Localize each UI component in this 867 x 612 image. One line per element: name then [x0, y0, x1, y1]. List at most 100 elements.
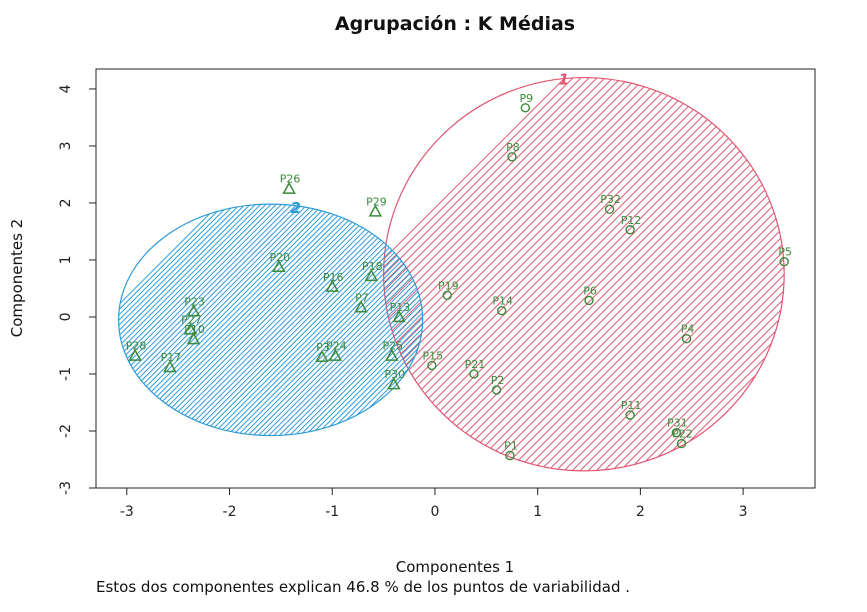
hatch-line: [118, 204, 334, 436]
y-tick-label: -3: [58, 481, 74, 495]
hatch-line: [118, 204, 277, 436]
hatch-line: [383, 77, 763, 471]
hatch-line: [383, 77, 587, 471]
hatch-line: [383, 77, 643, 471]
point-P21: [469, 369, 479, 379]
y-tick-label: 0: [58, 313, 74, 322]
hatch-line: [118, 204, 324, 436]
hatch-line: [118, 204, 282, 436]
hatch-line: [268, 204, 423, 436]
hatch-line: [606, 77, 785, 471]
point-P10: [186, 332, 201, 345]
hatch-line: [799, 73, 867, 476]
point-P2: [491, 385, 502, 395]
point-P19: [442, 290, 452, 301]
hatch-line: [294, 204, 423, 436]
hatch-line: [118, 204, 314, 436]
y-tick-label: 3: [58, 141, 74, 150]
hatch-line: [383, 77, 675, 471]
hatch-line: [118, 204, 298, 436]
hatch-line: [383, 77, 755, 471]
point-P3: [315, 349, 329, 363]
hatch-line: [558, 77, 785, 471]
point-P15: [427, 360, 437, 371]
hatch-line: [383, 77, 771, 471]
hatch-line: [164, 204, 407, 436]
point-label-P17: P17: [161, 351, 182, 364]
point-P22: [676, 438, 687, 449]
hatch-line: [320, 204, 423, 436]
hatch-line: [237, 204, 423, 436]
hatch-line: [180, 204, 423, 436]
hatch-line: [310, 204, 423, 436]
variability-footnote: Estos dos componentes explican 46.8 % de…: [96, 578, 631, 596]
hatch-line: [299, 204, 423, 436]
hatch-line: [118, 204, 350, 436]
point-P1: [505, 450, 515, 461]
hatch-line: [383, 77, 683, 471]
x-tick-label: 2: [636, 504, 645, 520]
point-label-P31: P31: [667, 417, 688, 430]
hatch-line: [782, 77, 785, 471]
hatch-line: [590, 77, 785, 471]
hatch-line: [383, 77, 723, 471]
y-tick-label: -2: [58, 424, 74, 438]
hatch-line: [406, 77, 785, 471]
point-P18: [364, 268, 379, 282]
point-P5: [779, 256, 789, 267]
hatch-line: [614, 77, 785, 471]
hatch-line: [315, 204, 423, 436]
y-tick-label: 4: [58, 84, 74, 93]
hatch-line: [351, 204, 423, 436]
point-P17: [163, 360, 177, 373]
hatch-line: [383, 77, 707, 471]
hatch-line: [478, 77, 785, 471]
hatch-line: [574, 77, 785, 471]
hatch-line: [284, 204, 423, 436]
hatch-line: [118, 204, 225, 436]
hatch-line: [226, 204, 423, 436]
hatch-line: [383, 77, 715, 471]
hatch-line: [446, 77, 785, 471]
hatch-line: [190, 204, 423, 436]
hatch-line: [383, 77, 595, 471]
hatch-line: [383, 77, 627, 471]
point-P11: [625, 410, 635, 420]
point-label-P25: P25: [382, 340, 403, 353]
hatch-line: [169, 204, 412, 436]
point-label-P32: P32: [600, 193, 621, 206]
hatch-line: [383, 77, 731, 471]
point-P7: [354, 300, 368, 313]
hatch-line: [718, 77, 785, 471]
point-P20: [272, 259, 286, 272]
hatch-line: [383, 77, 779, 471]
hatch-line: [398, 77, 785, 471]
point-P23: [186, 304, 201, 317]
hatch-line: [118, 204, 303, 436]
y-axis-title: Componentes 2: [8, 219, 26, 337]
hatch-line: [133, 204, 376, 436]
point-label-P4: P4: [681, 323, 695, 336]
point-P31: [671, 428, 682, 438]
point-label-P6: P6: [583, 284, 597, 297]
x-tick-label: -2: [223, 504, 237, 520]
hatch-line: [462, 77, 785, 471]
hatch-line: [118, 204, 345, 436]
point-label-P15: P15: [423, 349, 444, 362]
hatch-line: [390, 77, 785, 471]
hatch-line: [774, 77, 785, 471]
hatch-line: [550, 77, 785, 471]
hatch-line: [383, 77, 785, 471]
hatch-line: [118, 204, 288, 436]
x-tick-label: 1: [533, 504, 542, 520]
hatch-line: [304, 204, 423, 436]
point-label-P19: P19: [438, 279, 459, 292]
point-label-P9: P9: [520, 92, 534, 105]
hatch-line: [159, 204, 402, 436]
hatch-line: [118, 204, 236, 436]
point-P6: [584, 295, 594, 306]
hatch-line: [383, 77, 635, 471]
hatch-line: [454, 77, 785, 471]
hatch-line: [118, 204, 360, 436]
hatch-line: [702, 77, 785, 471]
